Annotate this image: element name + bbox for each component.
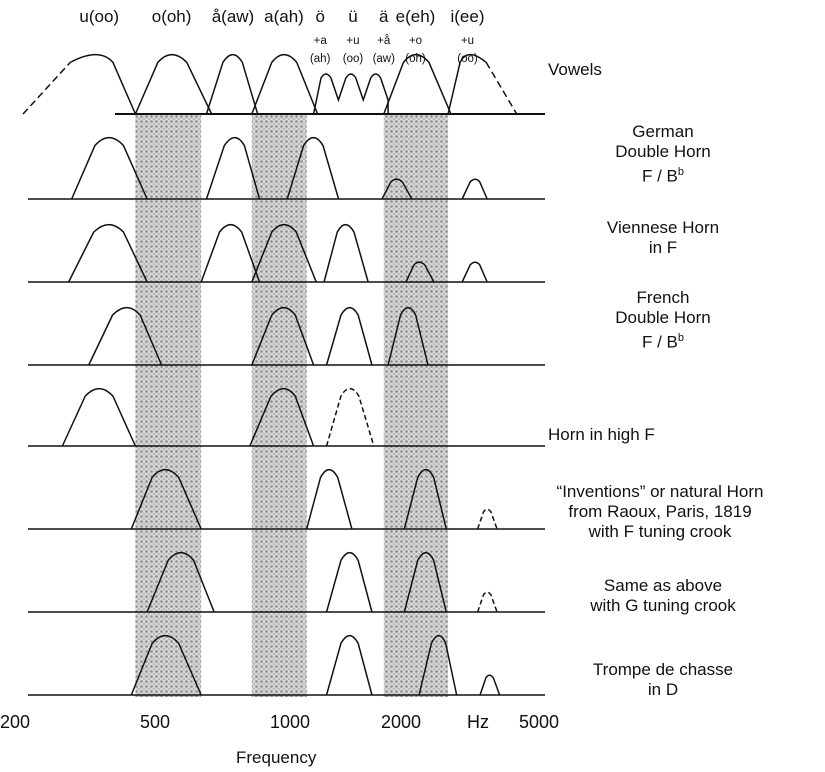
axis-tick-label: 2000 — [381, 712, 422, 732]
formant-peak — [312, 73, 389, 115]
formant-peak — [387, 306, 429, 366]
formant-peak — [146, 551, 215, 613]
formant-peak — [130, 468, 202, 530]
formant-peak — [305, 468, 353, 530]
row-label: Vowels — [548, 60, 602, 79]
formant-peak — [205, 53, 259, 115]
axis-tick-label: 500 — [140, 712, 171, 732]
formant-peak — [383, 53, 452, 115]
formant-peak — [405, 261, 435, 283]
formant-peak — [418, 634, 458, 696]
vowel-sub-label: +u — [346, 35, 359, 47]
row-label: “Inventions” or natural Horn from Raoux, … — [556, 482, 764, 541]
formant-peak — [130, 634, 202, 696]
row-label: German Double Horn F / Bb — [615, 122, 711, 186]
row-label: Trompe de chasse in D — [592, 660, 734, 699]
formant-peak — [61, 387, 137, 447]
formant-peak — [88, 306, 163, 366]
formant-peak — [249, 387, 315, 447]
formant-peak — [325, 551, 373, 613]
vowel-sub-label: +u — [461, 35, 474, 47]
formant-peak — [381, 178, 413, 200]
axis-tick-label: 1000 — [270, 712, 311, 732]
formant-peak — [325, 387, 375, 447]
vowel-label: ü — [348, 7, 357, 26]
vowel-label: o(oh) — [152, 7, 192, 26]
formant-peak-dashed-edge — [485, 62, 518, 115]
vowel-sub-label: +å — [377, 35, 391, 47]
formant-peak-dashed-edge — [22, 61, 71, 115]
vowel-label: a(ah) — [264, 7, 304, 26]
axis-label: Frequency — [236, 748, 317, 767]
formant-peak — [325, 634, 373, 696]
formant-peak — [403, 468, 447, 530]
formant-peak — [461, 261, 488, 283]
formant-peak — [134, 53, 213, 115]
formant-peak — [70, 136, 148, 200]
formant-peak — [200, 223, 261, 283]
formant-peak — [461, 178, 488, 200]
row-label: Horn in high F — [548, 425, 655, 444]
axis-tick-label: Hz — [467, 712, 489, 732]
vowel-sub-label: (ah) — [310, 53, 331, 65]
axis-tick-label: 5000 — [519, 712, 560, 732]
formant-peak — [476, 508, 498, 530]
formant-peak — [251, 223, 317, 283]
vowel-label: ä — [379, 7, 389, 26]
formant-peak — [479, 674, 501, 696]
vowel-label: ö — [315, 7, 324, 26]
vowel-sub-label: (oo) — [457, 53, 478, 65]
vowel-sub-label: +a — [314, 35, 328, 47]
formant-peak — [69, 53, 137, 115]
row-label: Same as above with G tuning crook — [590, 576, 736, 615]
formant-peak — [447, 53, 487, 115]
vowel-sub-label: (aw) — [373, 53, 396, 65]
formant-peak — [476, 591, 498, 613]
vowel-label: e(eh) — [396, 7, 436, 26]
row-label: Viennese Horn in F — [606, 218, 720, 257]
axis-tick-label: 200 — [0, 712, 31, 732]
vowel-label: u(oo) — [79, 7, 119, 26]
formant-peak — [251, 53, 319, 115]
vowel-sub-label: +o — [409, 35, 422, 47]
formant-peak — [67, 223, 148, 283]
vowel-sub-label: (oo) — [343, 53, 364, 65]
formant-peak — [251, 306, 315, 366]
vowel-label: i(ee) — [450, 7, 484, 26]
shaded-band-1 — [251, 114, 307, 697]
row-label: French Double Horn F / Bb — [615, 288, 711, 352]
formant-peak — [23, 55, 135, 114]
shaded-band-2 — [383, 114, 449, 697]
vowel-label: å(aw) — [212, 7, 255, 26]
formant-peak — [325, 306, 373, 366]
formant-peak — [403, 551, 447, 613]
formant-peak — [286, 136, 340, 200]
formant-peak — [323, 223, 369, 283]
formant-peak — [205, 136, 261, 200]
shaded-band-0 — [135, 114, 202, 697]
